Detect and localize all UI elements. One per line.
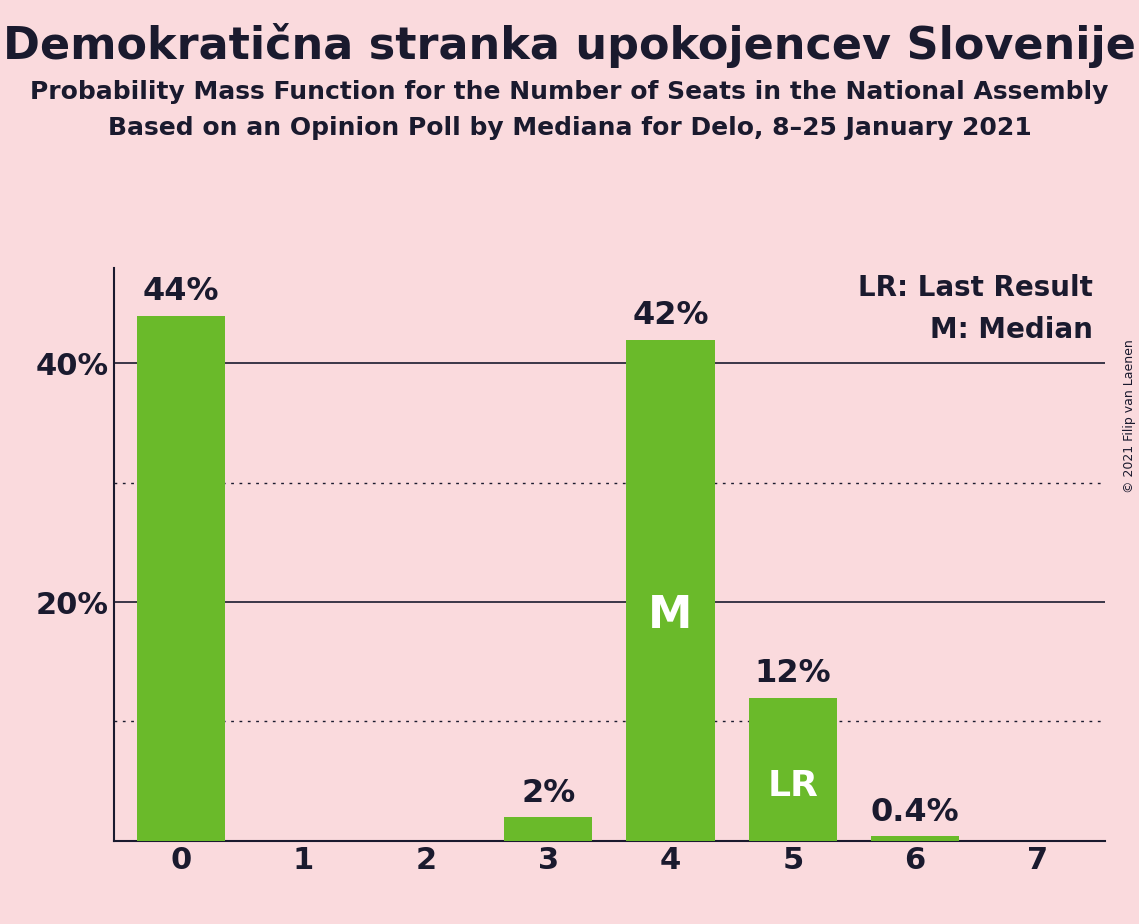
Text: Based on an Opinion Poll by Mediana for Delo, 8–25 January 2021: Based on an Opinion Poll by Mediana for … <box>107 116 1032 140</box>
Text: © 2021 Filip van Laenen: © 2021 Filip van Laenen <box>1123 339 1137 492</box>
Bar <box>626 340 714 841</box>
Text: 2%: 2% <box>521 778 575 808</box>
Text: 42%: 42% <box>632 300 708 331</box>
Text: 44%: 44% <box>142 276 220 308</box>
Text: LR: LR <box>768 770 818 803</box>
Bar <box>871 836 959 841</box>
Bar <box>505 817 592 841</box>
Text: Demokratična stranka upokojencev Slovenije: Demokratična stranka upokojencev Sloveni… <box>3 23 1136 68</box>
Text: M: M <box>648 594 693 637</box>
Text: LR: Last Result: LR: Last Result <box>858 274 1092 302</box>
Text: M: Median: M: Median <box>929 316 1092 344</box>
Bar <box>137 316 226 841</box>
Text: Probability Mass Function for the Number of Seats in the National Assembly: Probability Mass Function for the Number… <box>31 80 1108 104</box>
Text: 12%: 12% <box>754 658 831 689</box>
Text: 0.4%: 0.4% <box>871 796 959 828</box>
Bar <box>748 698 837 841</box>
